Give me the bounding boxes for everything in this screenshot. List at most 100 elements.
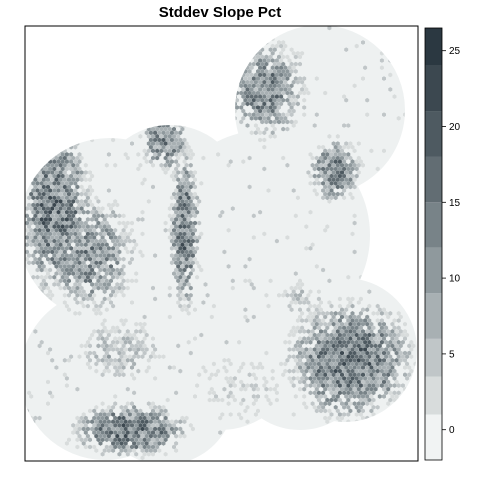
hex-cell [163, 126, 168, 132]
hex-cell [46, 126, 50, 132]
hex-cell [96, 423, 101, 428]
hex-cell [266, 72, 271, 78]
hex-cell [333, 144, 338, 150]
hex-cell [201, 155, 206, 161]
hex-cell [178, 289, 183, 294]
hex-cell [83, 228, 88, 233]
hex-cell [62, 228, 67, 233]
hex-cell [337, 354, 342, 359]
hex-cell [291, 368, 296, 374]
hex-cell [329, 397, 334, 403]
hex-cell [109, 408, 113, 414]
hex-cell [104, 249, 109, 255]
hex-cell [184, 278, 189, 284]
hex-cell [241, 43, 246, 49]
hex-cell [377, 343, 382, 349]
hex-cell [382, 394, 386, 399]
hex-cell [270, 72, 275, 78]
hex-cell [377, 379, 382, 385]
hex-cell [94, 238, 99, 244]
hex-cell [69, 231, 74, 237]
hex-cell [25, 148, 29, 154]
hex-cell [201, 300, 206, 305]
hex-cell [411, 47, 416, 52]
hex-cell [67, 278, 71, 284]
hex-cell [331, 141, 336, 146]
hex-cell [268, 47, 273, 52]
hex-cell [39, 173, 44, 179]
hex-cell [195, 238, 200, 244]
hex-cell [41, 213, 46, 219]
hex-cell [29, 69, 34, 74]
hex-cell [358, 296, 363, 302]
hex-cell [94, 354, 99, 359]
hex-cell [178, 188, 183, 193]
hex-cell [239, 105, 244, 110]
hex-cell [321, 159, 326, 164]
hex-cell [365, 314, 370, 320]
hex-cell [104, 264, 109, 269]
hex-cell [256, 97, 260, 103]
hex-cell [331, 343, 336, 349]
hex-cell [75, 199, 80, 204]
hex-cell [115, 289, 120, 294]
hex-cell [144, 123, 149, 128]
hex-cell [195, 260, 200, 266]
hex-cell [413, 181, 417, 186]
hex-cell [197, 264, 202, 269]
hex-cell [144, 448, 149, 453]
hex-cell [358, 405, 363, 410]
hex-cell [138, 444, 143, 450]
hex-cell [146, 358, 151, 363]
hex-cell [365, 365, 370, 370]
hex-cell [125, 386, 130, 392]
hex-cell [50, 235, 55, 240]
hex-cell [193, 177, 197, 182]
hex-cell [153, 296, 158, 302]
hex-cell [209, 386, 214, 392]
hex-cell [64, 274, 69, 280]
hex-cell [266, 79, 271, 85]
hex-cell [176, 285, 181, 291]
hex-cell [138, 134, 143, 139]
hex-cell [71, 423, 76, 428]
hex-cell [390, 329, 395, 334]
hex-cell [340, 415, 344, 421]
hex-cell [83, 199, 88, 204]
hex-cell [127, 354, 132, 359]
hex-cell [102, 267, 107, 273]
hex-cell [123, 419, 128, 424]
hex-cell [319, 336, 323, 341]
hex-cell [182, 296, 187, 302]
hex-cell [98, 253, 103, 258]
hex-cell [390, 336, 395, 341]
hex-cell [272, 83, 277, 89]
hex-cell [335, 134, 340, 139]
hex-cell [247, 47, 252, 52]
hex-cell [169, 419, 174, 424]
hex-cell [33, 307, 38, 312]
hex-cell [306, 300, 311, 305]
hex-cell [125, 401, 130, 406]
hex-cell [157, 354, 162, 359]
hex-cell [356, 162, 361, 168]
hex-cell [161, 137, 166, 143]
hex-cell [325, 159, 330, 164]
hex-cell [348, 386, 353, 392]
hex-cell [153, 152, 158, 157]
hex-cell [121, 321, 126, 327]
hex-cell [295, 296, 300, 302]
hex-cell [281, 97, 286, 103]
hex-cell [337, 152, 342, 157]
hex-cell [302, 365, 307, 370]
hex-cell [172, 206, 176, 211]
hex-cell [94, 405, 99, 410]
hex-cell [377, 358, 382, 363]
hex-cell [119, 289, 124, 294]
hex-cell [46, 69, 50, 74]
hex-cell [245, 318, 250, 323]
hex-cell [312, 181, 317, 186]
hex-cell [405, 390, 410, 396]
hex-cell [281, 69, 286, 74]
hex-cell [272, 134, 277, 139]
